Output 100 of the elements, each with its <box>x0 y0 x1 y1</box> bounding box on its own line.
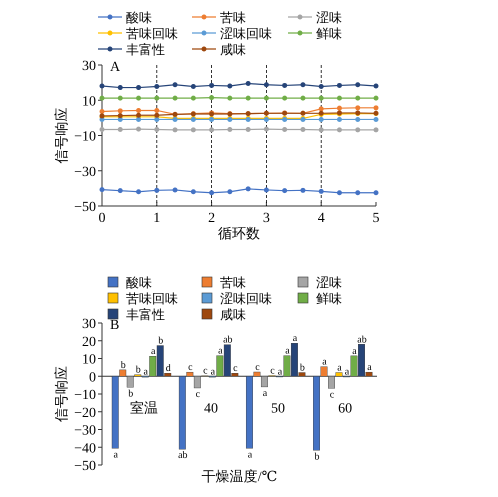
annotation: A <box>110 60 121 75</box>
x-tick-label: 4 <box>318 211 325 226</box>
point <box>118 85 123 90</box>
legend-label: 酸味 <box>126 275 152 290</box>
point <box>136 96 142 101</box>
point <box>172 127 178 132</box>
point <box>118 108 123 114</box>
point <box>300 96 306 101</box>
legend-label: 咸味 <box>220 307 246 322</box>
point <box>264 96 269 101</box>
point <box>172 96 178 101</box>
point <box>282 127 288 132</box>
point <box>282 82 288 88</box>
y-tick-label: 10 <box>82 352 96 368</box>
legend-label: 涩味 <box>316 275 342 290</box>
point <box>246 96 251 101</box>
y-tick-label: −40 <box>74 441 96 456</box>
point <box>100 127 104 132</box>
point <box>227 189 232 194</box>
data-label: a <box>248 449 253 460</box>
point <box>154 108 160 113</box>
x-tick-label: 2 <box>208 211 216 226</box>
data-label: a <box>292 333 298 344</box>
point <box>318 84 324 90</box>
data-label: c <box>196 388 201 400</box>
point <box>118 127 123 132</box>
x-tick-label: 0 <box>98 211 106 226</box>
x-axis-title: 循环数 <box>218 226 260 242</box>
point <box>374 96 378 101</box>
data-label: ab <box>357 334 367 346</box>
y-tick-label: 30 <box>82 59 96 74</box>
y-tick-label: 0 <box>89 370 96 386</box>
point <box>282 96 288 101</box>
point <box>227 127 232 132</box>
y-tick-label: −10 <box>74 130 96 144</box>
point <box>100 96 104 101</box>
x-tick-label: 室温 <box>130 400 158 416</box>
point <box>300 82 306 88</box>
y-tick-label: −20 <box>74 406 96 421</box>
legend-label: 苦味 <box>220 10 246 25</box>
y-axis-title: 信号响应 <box>54 366 70 422</box>
data-label: b <box>300 362 305 374</box>
y-tick-label: 30 <box>82 317 96 332</box>
legend-label: 丰富性 <box>126 42 165 57</box>
point <box>190 127 196 132</box>
legend-label: 鲜味 <box>316 26 342 41</box>
x-tick-label: 40 <box>204 401 218 416</box>
point <box>118 96 123 101</box>
point <box>190 96 196 101</box>
point <box>374 105 378 110</box>
point <box>355 105 360 110</box>
data-label: a <box>337 362 342 374</box>
point <box>336 190 342 196</box>
data-label: a <box>114 449 119 460</box>
point <box>374 83 378 88</box>
point <box>136 108 142 113</box>
x-tick-label: 1 <box>153 211 160 226</box>
data-label: c <box>255 362 260 373</box>
point <box>154 84 160 90</box>
point <box>318 188 324 194</box>
x-tick-label: 50 <box>271 401 286 416</box>
x-tick-label: 3 <box>262 211 270 226</box>
point <box>355 82 360 88</box>
point <box>318 106 324 112</box>
data-label: a <box>218 346 224 357</box>
point <box>209 82 214 88</box>
data-label: a <box>344 366 350 378</box>
point <box>355 190 360 196</box>
legend-label: 咸味 <box>220 42 246 57</box>
x-axis-title: 干燥温度/℃ <box>202 469 278 485</box>
data-label: a <box>367 362 372 374</box>
point <box>172 187 178 192</box>
y-tick-label: −30 <box>74 424 96 438</box>
point <box>209 95 214 100</box>
point <box>246 127 251 132</box>
data-label: a <box>352 346 358 357</box>
annotation: B <box>110 318 120 333</box>
legend-label: 苦味回味 <box>126 291 178 306</box>
data-label: a <box>278 366 283 378</box>
point <box>136 189 142 194</box>
data-label: d <box>166 363 171 374</box>
point <box>318 116 324 122</box>
point <box>172 82 178 88</box>
point <box>154 96 160 101</box>
y-tick-label: −50 <box>74 200 96 215</box>
data-label: b <box>158 336 164 347</box>
point <box>190 84 196 90</box>
point <box>355 116 360 122</box>
data-label: a <box>144 366 149 378</box>
data-label: b <box>136 364 141 376</box>
data-label: c <box>203 366 208 377</box>
point <box>374 190 378 196</box>
data-label: b <box>128 388 134 400</box>
point <box>264 82 269 88</box>
point <box>374 116 378 122</box>
point <box>136 126 142 132</box>
point <box>355 96 360 101</box>
point <box>246 186 251 192</box>
point <box>209 127 214 132</box>
y-tick-label: −50 <box>74 459 96 474</box>
